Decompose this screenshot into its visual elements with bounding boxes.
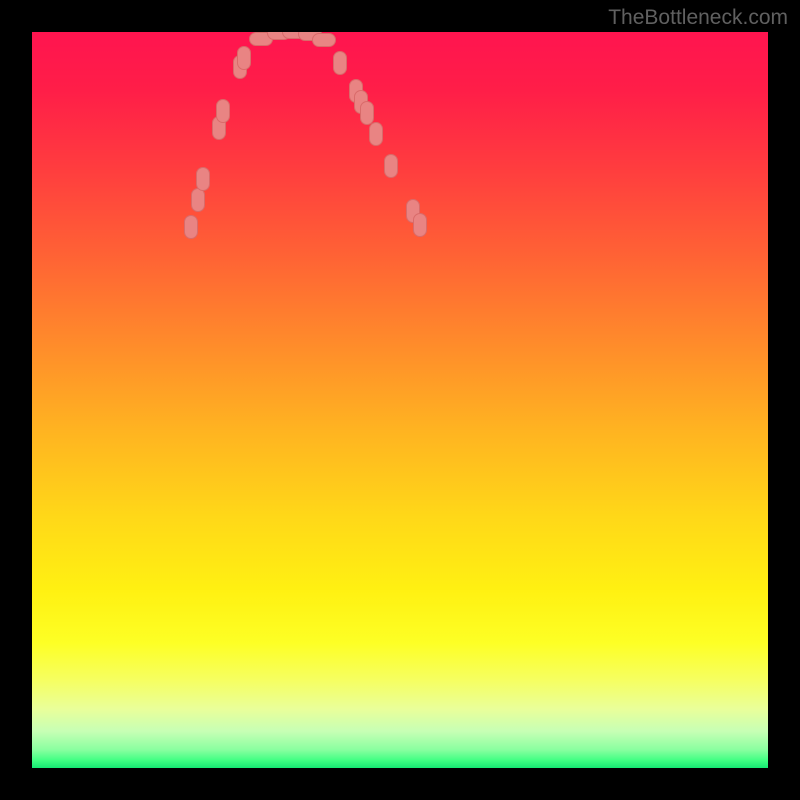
chart-marker	[237, 46, 251, 70]
chart-marker	[216, 99, 230, 123]
chart-marker	[184, 215, 198, 239]
chart-marker	[360, 101, 374, 125]
chart-marker	[369, 122, 383, 146]
chart-marker	[333, 51, 347, 75]
chart-marker	[384, 154, 398, 178]
chart-marker	[196, 167, 210, 191]
chart-curve	[32, 32, 768, 768]
watermark-text: TheBottleneck.com	[608, 6, 788, 30]
chart-marker	[413, 213, 427, 237]
chart-marker	[312, 33, 336, 47]
chart-marker	[191, 188, 205, 212]
chart-plot-area	[32, 32, 768, 768]
